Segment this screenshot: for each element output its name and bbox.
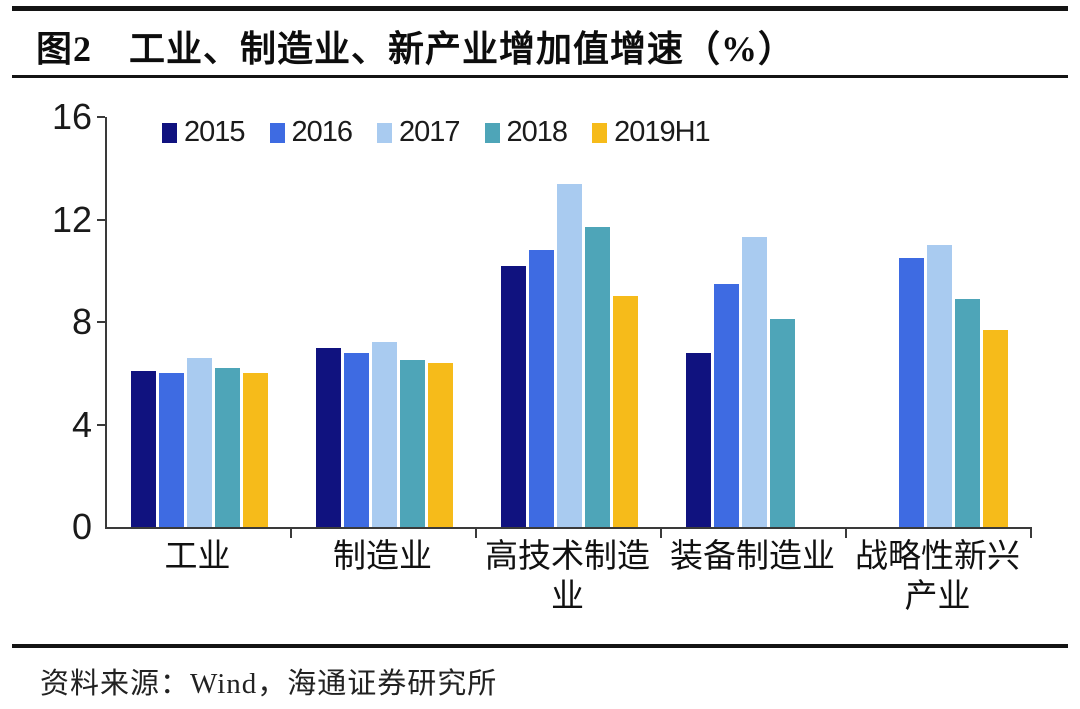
bar-2018-战略性新兴产业 [955,299,980,527]
legend-item-2016: 2016 [269,116,354,148]
bar-group-装备制造业 [662,117,847,527]
legend-swatch-icon [269,122,285,143]
bar-2015-工业 [131,371,156,527]
x-axis-tick-mark [475,529,477,538]
bar-2015-高技术制造业 [501,266,526,527]
x-axis-tick-mark [845,529,847,538]
bar-2019H1-制造业 [428,363,453,527]
top-divider [12,6,1068,11]
y-axis-tick-label-8: 8 [71,301,92,342]
y-axis-tick-label-12: 12 [51,198,92,240]
bottom-divider [12,644,1068,648]
bar-2019H1-高技术制造业 [613,296,638,527]
x-axis-tick-mark [290,529,292,538]
title-divider [12,75,1068,78]
bar-2015-制造业 [316,348,341,527]
chart-title: 图2 工业、制造业、新产业增加值增速（%） [36,29,796,69]
bar-2017-战略性新兴产业 [927,245,952,527]
bar-2018-高技术制造业 [585,227,610,527]
bar-2016-战略性新兴产业 [899,258,924,527]
x-axis-tick-mark [1030,529,1032,538]
bar-chart: 16 12 8 4 0 2015 2016 2017 2018 2019H1 工业 制造业 高技术制… [0,78,1080,644]
y-axis-tick-mark [97,423,105,426]
y-axis-tick-label-0: 0 [71,506,92,547]
legend-swatch-icon [484,122,500,143]
legend-swatch-icon [592,122,608,143]
x-axis-category-label: 制造业 [333,539,432,575]
bar-2017-高技术制造业 [557,184,582,527]
bar-group-高技术制造业 [477,117,662,527]
legend-item-2015: 2015 [162,116,246,148]
legend-label: 2019H1 [614,116,711,148]
y-axis: 16 12 8 4 0 [18,78,92,644]
bar-2019H1-战略性新兴产业 [983,330,1008,527]
legend-label: 2016 [291,116,354,148]
y-axis-tick-label-4: 4 [71,403,92,445]
plot-area [105,117,1032,529]
legend-item-2018: 2018 [484,116,569,148]
bar-2016-装备制造业 [714,284,739,527]
bar-2017-制造业 [372,342,397,527]
bar-group-战略性新兴产业 [847,117,1032,527]
legend-label: 2017 [399,116,461,148]
x-axis-category-label: 工业 [164,539,231,575]
legend-item-2017: 2017 [377,116,461,148]
x-axis-tick-mark [660,529,662,538]
bar-2019H1-工业 [243,373,268,527]
legend-item-2019H1: 2019H1 [592,116,711,148]
bar-2016-工业 [159,373,184,527]
legend-label: 2015 [184,116,246,148]
x-axis-category-label: 战略性新兴产业 [855,539,1020,615]
y-axis-tick-mark [97,218,105,221]
bar-2017-装备制造业 [742,237,767,527]
y-axis-tick-mark [97,116,105,118]
bar-2015-装备制造业 [686,353,711,527]
x-axis-category-label: 装备制造业 [670,539,835,575]
legend-swatch-icon [377,122,393,143]
legend-label: 2018 [506,116,569,148]
source-note: 资料来源：Wind，海通证券研究所 [40,668,498,700]
y-axis-tick-label-16: 16 [51,96,92,137]
x-axis-category-label: 高技术制造业 [485,539,650,615]
legend-swatch-icon [162,122,177,143]
chart-legend: 2015 2016 2017 2018 2019H1 [162,116,711,148]
y-axis-tick-mark [97,321,105,323]
bar-2018-工业 [215,368,240,527]
bar-2016-制造业 [344,353,369,527]
bar-2017-工业 [187,358,212,527]
bar-group-制造业 [292,117,477,527]
bar-2018-制造业 [400,360,425,527]
x-axis: 工业 制造业 高技术制造业 装备制造业 战略性新兴产业 [105,537,1030,617]
bar-group-工业 [107,117,292,527]
bar-2018-装备制造业 [770,319,795,527]
bar-2016-高技术制造业 [529,250,554,527]
